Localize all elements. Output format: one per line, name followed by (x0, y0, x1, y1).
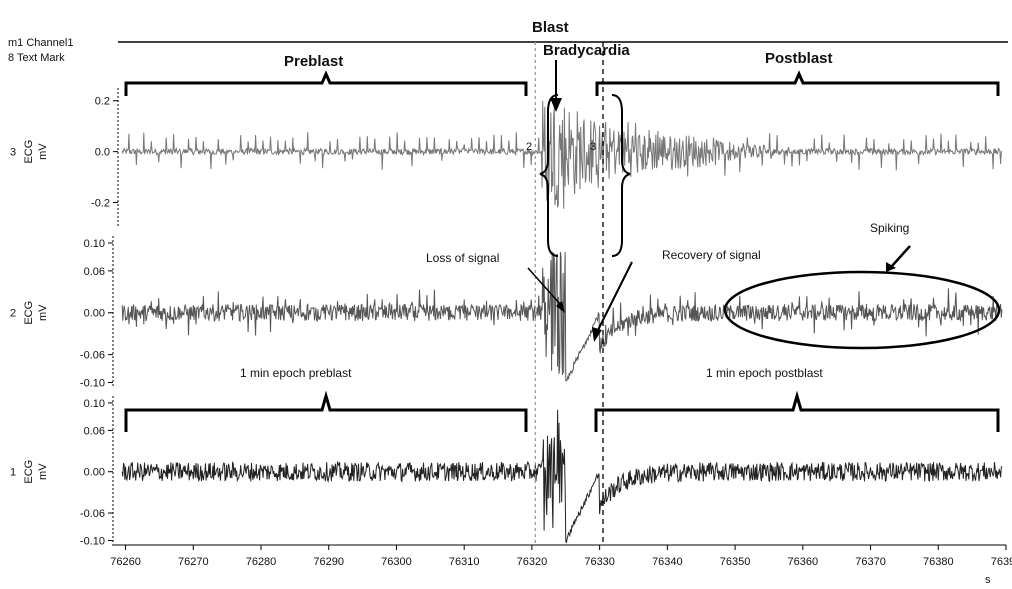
left-curly-brace (539, 94, 559, 257)
recovery-of-signal-arrowhead (592, 327, 602, 342)
ylabel-mv-ch1: mV (37, 463, 49, 480)
spiking-ellipse (723, 270, 1001, 350)
recovery-of-signal-label: Recovery of signal (662, 248, 761, 262)
postblast-brace (595, 70, 1000, 96)
spiking-arrow (891, 245, 911, 267)
ylabel-mv-ch2: mV (37, 304, 49, 321)
x-tick-label-8: 76340 (652, 556, 683, 568)
x-tick-label-13: 76390 (991, 556, 1012, 568)
y-tick-label-ch2-4: -0.10 (80, 378, 105, 390)
x-tick-label-7: 76330 (584, 556, 615, 568)
y-tick-label-ch2-1: 0.06 (84, 266, 105, 278)
spiking-label: Spiking (870, 221, 909, 235)
x-tick-label-2: 76280 (246, 556, 277, 568)
spiking-arrowhead (886, 262, 896, 272)
ecg-trace-channel-3 (121, 100, 1003, 209)
y-tick-label-ch2-0: 0.10 (84, 238, 105, 250)
header-textmark-label: 8 Text Mark (8, 52, 65, 64)
loss-of-signal-arrow (527, 267, 561, 305)
x-tick-label-6: 76320 (517, 556, 548, 568)
y-tick-label-ch2-2: 0.00 (84, 308, 105, 320)
preblast-brace (124, 70, 528, 96)
ylabel-ecg-ch2: ECG (23, 301, 35, 325)
epoch-preblast-brace (124, 390, 528, 432)
recovery-of-signal-arrow (597, 261, 633, 331)
ylabel-ecg-ch3: ECG (23, 140, 35, 164)
x-tick-label-1: 76270 (178, 556, 209, 568)
y-tick-label-ch1-4: -0.10 (80, 536, 105, 548)
blast-title: Blast (532, 19, 569, 36)
y-tick-label-ch1-2: 0.00 (84, 467, 105, 479)
x-tick-label-11: 76370 (855, 556, 886, 568)
loss-of-signal-label: Loss of signal (426, 251, 499, 265)
x-tick-label-3: 76290 (313, 556, 344, 568)
y-tick-label-ch1-0: 0.10 (84, 398, 105, 410)
x-tick-label-4: 76300 (381, 556, 412, 568)
x-tick-label-10: 76360 (788, 556, 819, 568)
epoch-postblast-label: 1 min epoch postblast (706, 366, 823, 380)
x-tick-label-9: 76350 (720, 556, 751, 568)
epoch-preblast-label: 1 min epoch preblast (240, 366, 352, 380)
right-curly-brace (611, 94, 631, 257)
x-tick-label-5: 76310 (449, 556, 480, 568)
marker-2-label: 2 (526, 141, 532, 153)
marker-3-label: 3 (590, 141, 596, 153)
traces-layer (121, 100, 1003, 544)
header-channel-label: m1 Channel1 (8, 37, 73, 49)
epoch-postblast-brace (594, 390, 1000, 432)
annotation-layer: Blast Bradycardia Preblast Postblast Los… (124, 19, 1001, 586)
postblast-title: Postblast (765, 50, 833, 67)
event-markers (534, 42, 604, 545)
channel-number-2: 2 (10, 308, 16, 320)
ylabel-ecg-ch1: ECG (23, 460, 35, 484)
y-tick-label-ch1-3: -0.06 (80, 508, 105, 520)
y-tick-label-ch3-0: 0.2 (95, 96, 110, 108)
x-unit-label: s (985, 574, 991, 584)
channel-number-1: 1 (10, 467, 16, 479)
channel-number-3: 3 (10, 147, 16, 159)
ecg-trace-channel-2 (121, 251, 1003, 382)
x-tick-label-0: 76260 (110, 556, 141, 568)
y-tick-label-ch3-2: -0.2 (91, 198, 110, 210)
y-tick-label-ch3-1: 0.0 (95, 147, 110, 159)
loss-of-signal-arrowhead (556, 301, 565, 313)
bradycardia-arrowhead (550, 98, 562, 112)
x-tick-label-12: 76380 (923, 556, 954, 568)
y-tick-label-ch1-1: 0.06 (84, 425, 105, 437)
axes-layer: 0.20.0-0.23 ECG mV0.100.060.00-0.06-0.102 E… (10, 88, 1012, 568)
preblast-title: Preblast (284, 53, 343, 70)
ecg-trace-channel-1 (121, 409, 1003, 544)
y-tick-label-ch2-3: -0.06 (80, 350, 105, 362)
bradycardia-title: Bradycardia (543, 42, 630, 59)
ylabel-mv-ch3: mV (37, 143, 49, 160)
